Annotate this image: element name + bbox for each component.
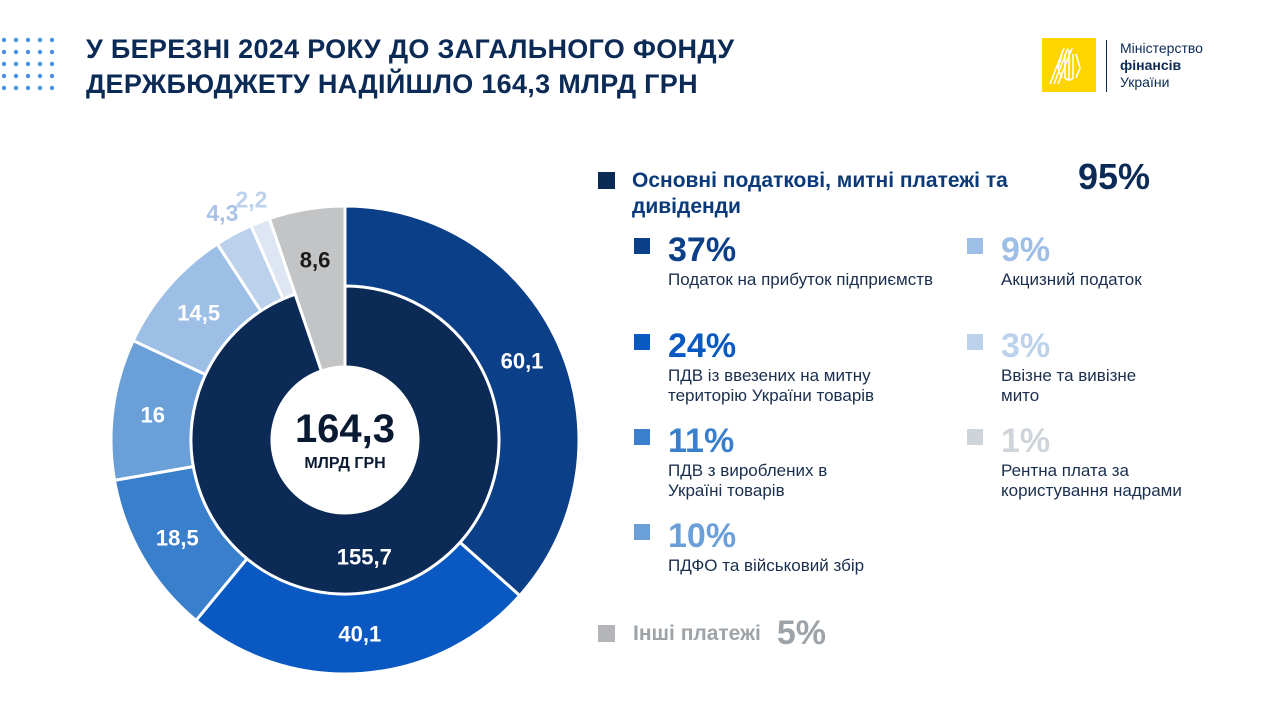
page-title-line-1: У БЕРЕЗНІ 2024 РОКУ ДО ЗАГАЛЬНОГО ФОНДУ: [86, 34, 735, 64]
legend-description: ПДВ з вироблених в Україні товарів: [668, 461, 828, 500]
legend-description: Рентна плата за користування надрами: [1001, 461, 1182, 500]
legend-description: ПДВ із ввезених на митну територію Украї…: [668, 366, 875, 405]
legend-swatch: [634, 334, 650, 350]
legend-main-percent: 95%: [1078, 156, 1151, 197]
inner-slice-label-1: 8,6: [300, 247, 331, 272]
legend-swatch: [967, 334, 983, 350]
legend-main-group: Основні податкові, митні платежі та диві…: [598, 168, 1072, 220]
legend-percent: 37%: [668, 231, 737, 269]
legend-others-label: Інші платежі: [633, 621, 761, 645]
outer-slice-label-3: 16: [140, 402, 164, 427]
legend-others: Інші платежі 5%: [598, 614, 826, 653]
legend-swatch: [634, 429, 650, 445]
logo-text-line-2: фінансів: [1120, 57, 1182, 73]
outer-slice-label-1: 40,1: [338, 621, 381, 646]
decorative-dots: [1, 37, 55, 91]
legend-swatch: [634, 238, 650, 254]
ministry-logo: Міністерство фінансів України: [1040, 38, 1270, 96]
trident-emblem-icon: [1042, 38, 1096, 92]
logo-divider: [1106, 40, 1107, 92]
outer-slice-label-0: 60,1: [501, 349, 544, 374]
legend-description: Ввізне та вивізне мито: [1001, 366, 1137, 405]
logo-text: Міністерство фінансів України: [1120, 40, 1203, 91]
legend-percent: 9%: [1001, 231, 1051, 269]
page-title: У БЕРЕЗНІ 2024 РОКУ ДО ЗАГАЛЬНОГО ФОНДУ …: [86, 32, 986, 102]
legend-percent: 1%: [1001, 422, 1051, 460]
donut-center-unit: МЛРД ГРН: [304, 455, 385, 472]
legend-percent: 10%: [668, 517, 737, 555]
legend-percent: 3%: [1001, 327, 1051, 365]
legend-others-percent: 5%: [776, 614, 826, 652]
outer-slice-label-6: 2,2: [235, 187, 267, 213]
inner-slice-label-0: 155,7: [337, 544, 392, 569]
legend-swatch: [967, 429, 983, 445]
page-title-line-2: ДЕРЖБЮДЖЕТУ НАДІЙШЛО 164,3 МЛРД ГРН: [86, 69, 698, 99]
donut-center-value: 164,3: [295, 407, 395, 451]
legend-main-swatch: [598, 172, 615, 189]
donut-center: [272, 367, 418, 513]
logo-text-line-3: України: [1120, 74, 1170, 90]
outer-slice-label-2: 18,5: [156, 526, 199, 551]
legend-percent: 11%: [668, 422, 735, 460]
legend-swatch: [634, 524, 650, 540]
legend-description: Акцизний податок: [1001, 270, 1142, 289]
logo-text-line-1: Міністерство: [1120, 40, 1203, 56]
legend-others-swatch: [598, 625, 615, 642]
legend-percent: 24%: [668, 327, 737, 365]
legend-description: Податок на прибуток підприємств: [668, 270, 934, 289]
revenue-donut-chart: 60,1 40,1 18,5 16 14,5 4,32,2 155,7 8,6 164,3 МЛР…: [109, 187, 581, 676]
legend-description: ПДФО та військовий збір: [668, 556, 865, 575]
legend-main-label: Основні податкові, митні платежі та диві…: [632, 169, 1008, 218]
legend-swatch: [967, 238, 983, 254]
outer-slice-label-5: 4,3: [206, 200, 238, 226]
outer-slice-label-4: 14,5: [177, 301, 220, 326]
